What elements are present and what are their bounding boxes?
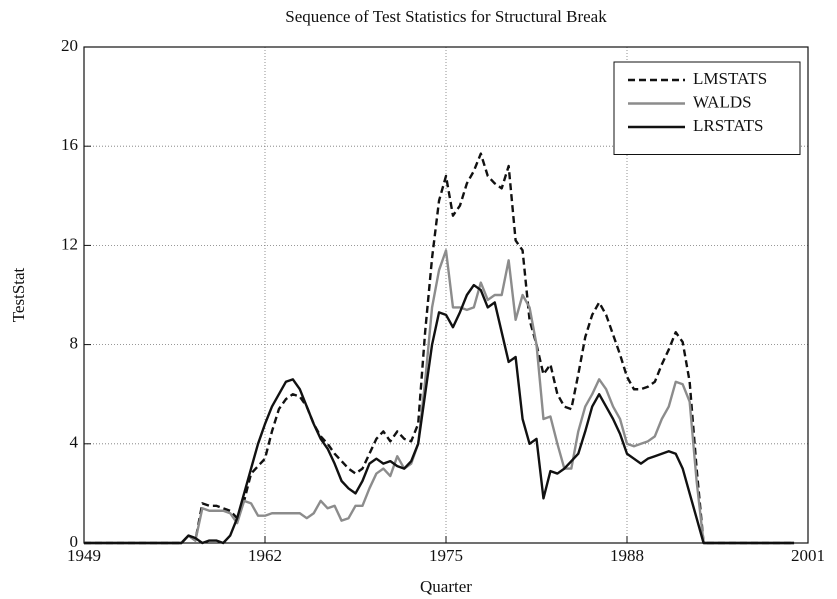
x-tick-label: 1988 [610, 546, 644, 565]
x-tick-label: 1962 [248, 546, 282, 565]
y-tick-label: 0 [70, 532, 79, 551]
series-line [84, 249, 795, 545]
legend-box [613, 61, 801, 155]
x-axis-label: Quarter [420, 577, 472, 596]
y-tick-label: 16 [61, 135, 78, 154]
x-tick-label: 1949 [67, 546, 101, 565]
plot-frame [83, 46, 809, 544]
x-tick-label: 1975 [429, 546, 463, 565]
y-axis-label: TestStat [9, 267, 28, 322]
legend-label: LRSTATS [693, 116, 763, 135]
y-tick-label: 12 [61, 234, 78, 253]
chart-title: Sequence of Test Statistics for Structur… [285, 7, 607, 26]
y-tick-label: 8 [70, 334, 79, 353]
y-tick-label: 20 [61, 36, 78, 55]
series-line [84, 283, 795, 545]
x-tick-label: 2001 [791, 546, 825, 565]
series-line [84, 152, 795, 545]
legend-label: WALDS [693, 92, 752, 111]
legend-label: LMSTATS [693, 69, 767, 88]
y-tick-label: 4 [70, 433, 79, 452]
